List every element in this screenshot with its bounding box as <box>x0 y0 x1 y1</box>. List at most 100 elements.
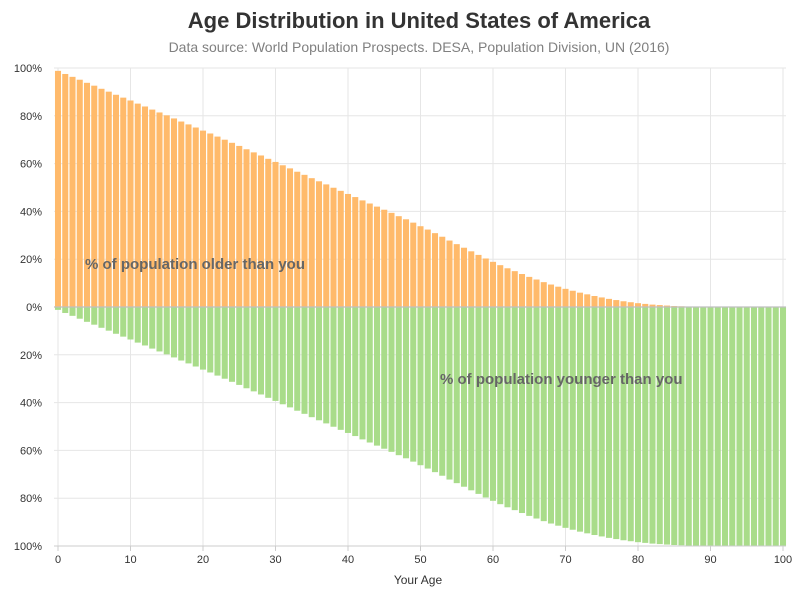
bar-younger <box>634 307 642 543</box>
bar-older <box>236 145 243 307</box>
bar-younger <box>250 307 257 392</box>
bar-older <box>250 152 257 307</box>
y-tick-label: 40% <box>20 206 42 218</box>
annotation-younger: % of population younger than you <box>440 371 682 388</box>
bar-younger <box>613 307 620 540</box>
bar-younger <box>497 307 504 505</box>
bar-older <box>511 271 518 307</box>
y-tick-label: 80% <box>20 111 42 123</box>
bar-younger <box>620 307 627 541</box>
bar-younger <box>352 307 359 437</box>
bar-older <box>265 158 272 307</box>
bar-younger <box>207 307 214 373</box>
bar-younger <box>91 307 98 325</box>
bar-younger <box>228 307 236 382</box>
bar-younger <box>344 307 352 433</box>
bar-younger <box>366 307 373 443</box>
bar-older <box>83 82 91 308</box>
bar-younger <box>721 307 729 546</box>
bar-older <box>482 258 489 307</box>
bar-older <box>192 127 199 307</box>
bar-younger <box>671 307 678 546</box>
bar-younger <box>257 307 265 395</box>
bar-younger <box>221 307 228 379</box>
bar-younger <box>185 307 192 364</box>
bar-younger <box>286 307 294 408</box>
bar-older <box>460 247 468 307</box>
bar-younger <box>555 307 562 526</box>
bar-older <box>199 130 207 307</box>
bar-older <box>634 303 642 307</box>
bar-younger <box>178 307 185 361</box>
bar-younger <box>359 307 366 440</box>
bar-younger <box>337 307 344 430</box>
y-tick-label: 100% <box>14 541 42 553</box>
bar-younger <box>605 307 613 538</box>
bar-younger <box>533 307 540 519</box>
bar-younger <box>663 307 671 545</box>
bar-younger <box>460 307 468 487</box>
bar-older <box>402 219 410 307</box>
bar-younger <box>518 307 526 514</box>
x-tick-label: 80 <box>632 554 644 566</box>
bar-older <box>323 184 330 307</box>
bar-younger <box>642 307 649 543</box>
y-axis: 100% 80% 60% 40% 20% 0% 20% 40% 60% 80% 100% <box>14 63 42 553</box>
bar-younger <box>156 307 163 352</box>
bar-younger <box>98 307 105 328</box>
bar-younger <box>765 307 772 546</box>
bar-older <box>424 229 431 307</box>
bar-older <box>228 142 236 307</box>
bar-older <box>120 97 127 307</box>
bar-older <box>272 161 279 307</box>
bar-older <box>134 103 141 308</box>
bar-younger <box>294 307 301 411</box>
bar-older <box>163 115 170 308</box>
bar-younger <box>576 307 584 532</box>
bar-older <box>381 209 388 307</box>
bar-older <box>627 302 634 307</box>
bar-younger <box>120 307 127 337</box>
bar-younger <box>417 307 424 466</box>
bar-younger <box>758 307 765 546</box>
bar-older <box>598 297 605 307</box>
bar-older <box>497 265 504 307</box>
bar-younger <box>395 307 402 456</box>
bar-younger <box>105 307 112 331</box>
bar-younger <box>779 307 787 546</box>
bar-older <box>243 149 250 307</box>
bar-younger <box>526 307 533 516</box>
bar-younger <box>736 307 743 546</box>
bar-younger <box>439 307 446 476</box>
bar-older <box>98 88 105 307</box>
bar-younger <box>714 307 721 546</box>
bar-older <box>504 268 511 307</box>
bar-older <box>489 261 497 307</box>
y-tick-label: 80% <box>20 493 42 505</box>
bar-younger <box>323 307 330 424</box>
x-tick-label: 30 <box>269 554 281 566</box>
bar-younger <box>598 307 605 537</box>
bar-younger <box>134 307 141 343</box>
x-tick-label: 40 <box>342 554 354 566</box>
bar-younger <box>504 307 511 508</box>
bar-older <box>170 118 178 307</box>
x-tick-label: 90 <box>704 554 716 566</box>
bar-younger <box>431 307 439 473</box>
bar-younger <box>214 307 221 376</box>
chart-subtitle: Data source: World Population Prospects.… <box>168 39 670 55</box>
bar-older <box>156 112 163 307</box>
bar-older <box>410 222 417 307</box>
bar-older <box>663 305 671 307</box>
bar-older <box>294 171 301 307</box>
bar-younger <box>540 307 547 522</box>
bar-younger <box>308 307 315 418</box>
bar-older <box>344 193 352 307</box>
x-axis-label: Your Age <box>394 573 443 587</box>
bar-older <box>279 165 286 307</box>
bar-younger <box>76 307 83 319</box>
y-tick-label: 60% <box>20 159 42 171</box>
bar-younger <box>678 307 685 546</box>
bar-older <box>359 200 366 307</box>
bar-older <box>112 94 120 307</box>
